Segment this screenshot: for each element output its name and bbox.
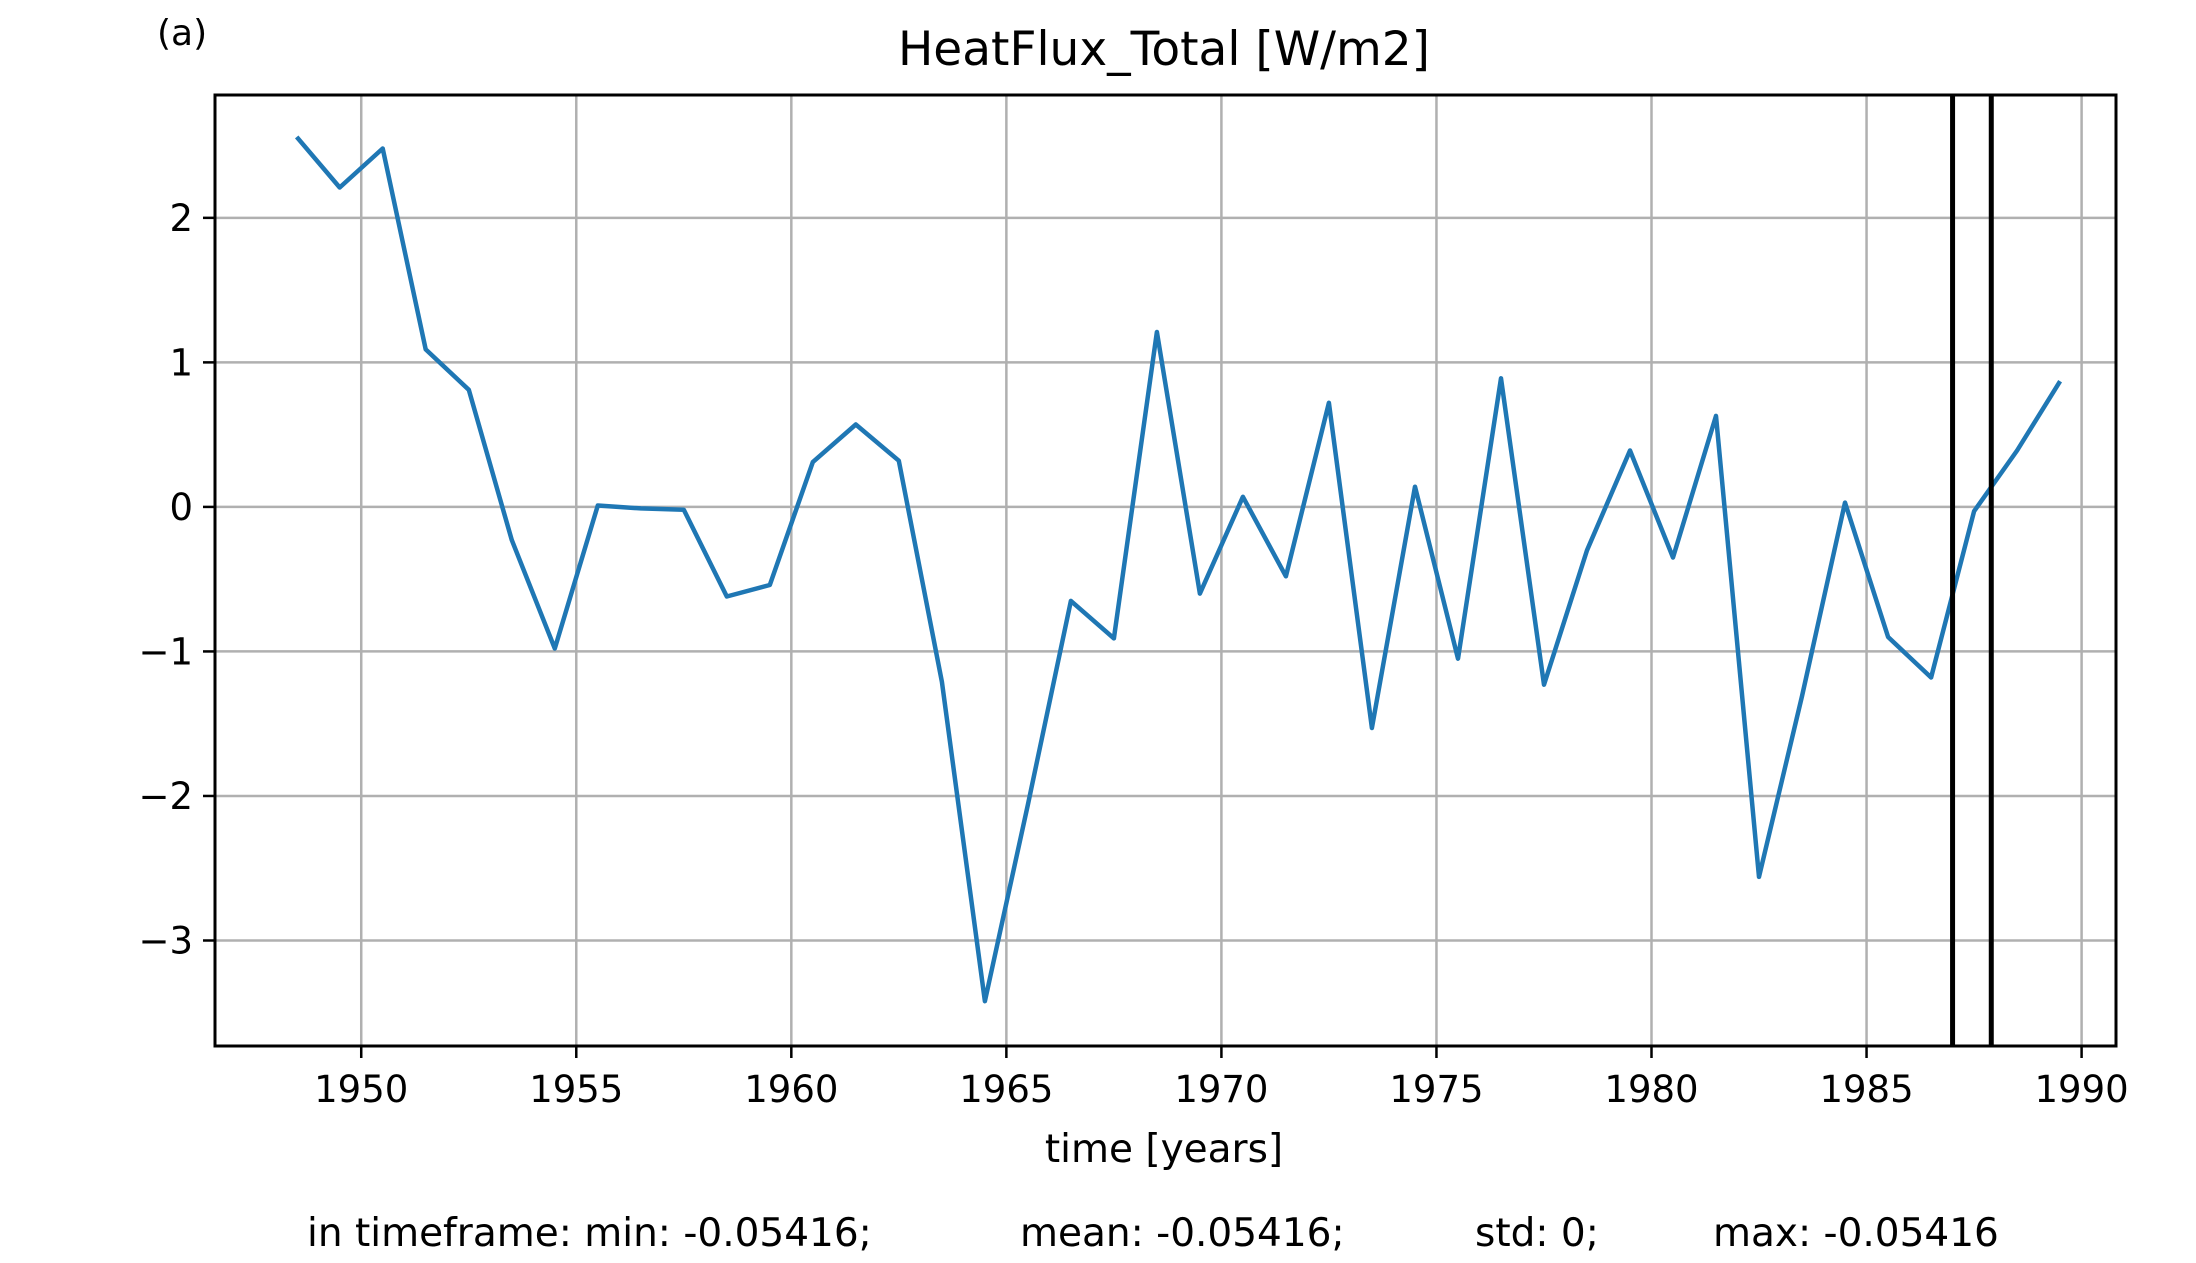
x-tick-label: 1990 [2035, 1068, 2129, 1111]
y-tick-label: −1 [138, 630, 193, 673]
x-tick-label: 1980 [1604, 1068, 1698, 1111]
x-axis-ticks: 1950 1955 1960 1965 1970 1975 1980 1985 1990 [314, 1046, 2129, 1111]
y-tick-label: −2 [138, 775, 193, 818]
x-tick-label: 1970 [1174, 1068, 1268, 1111]
x-tick-label: 1955 [529, 1068, 623, 1111]
y-axis-ticks: −3 −2 −1 0 1 2 [138, 197, 215, 962]
series-line [294, 135, 2063, 1004]
y-tick-label: 2 [169, 197, 193, 240]
panel-label: (a) [157, 13, 207, 54]
y-tick-label: −3 [138, 919, 193, 962]
x-axis-label: time [years] [1045, 1127, 1283, 1172]
x-tick-label: 1950 [314, 1068, 408, 1111]
series-layer [294, 135, 2063, 1004]
stat-std: std: 0; [1475, 1211, 1599, 1256]
y-tick-label: 0 [169, 486, 193, 529]
stat-max: max: -0.05416 [1713, 1211, 1999, 1256]
y-tick-label: 1 [169, 341, 193, 384]
x-tick-label: 1960 [744, 1068, 838, 1111]
x-tick-label: 1975 [1389, 1068, 1483, 1111]
stat-min: in timeframe: min: -0.05416; [307, 1211, 872, 1256]
plot-frame [213, 93, 2118, 1048]
timeframe-markers [1950, 95, 1994, 1046]
x-tick-label: 1985 [1819, 1068, 1913, 1111]
stat-mean: mean: -0.05416; [1020, 1211, 1345, 1256]
x-tick-label: 1965 [959, 1068, 1053, 1111]
chart-title: HeatFlux_Total [W/m2] [898, 22, 1430, 77]
